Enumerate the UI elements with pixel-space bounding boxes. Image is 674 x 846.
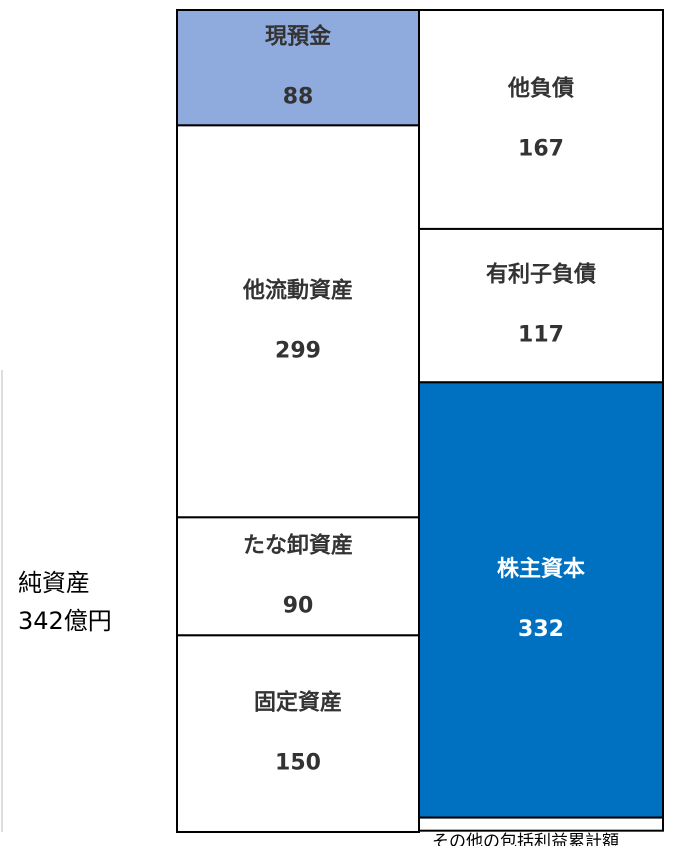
segment-label: 現預金 — [265, 24, 332, 50]
segment-label: 有利子負債 — [486, 262, 596, 288]
segment-label: 固定資産 — [254, 690, 342, 716]
annotation: 342億円 — [18, 607, 112, 635]
segment — [418, 227, 664, 384]
value-label: 88 — [283, 85, 314, 110]
segment-label: たな卸資産 — [243, 532, 353, 558]
segment — [176, 124, 420, 519]
value-label: 90 — [283, 593, 314, 618]
value-label: 117 — [518, 323, 564, 348]
segment — [418, 816, 664, 832]
value-label: 167 — [518, 136, 564, 161]
segment-label: 他流動資産 — [242, 277, 353, 303]
segment — [176, 516, 420, 637]
annotation: 純資産 — [18, 569, 90, 597]
segment-label: 株主資本 — [497, 556, 585, 582]
segment-label: 他負債 — [507, 75, 574, 101]
segment — [418, 9, 664, 230]
segment — [176, 634, 420, 834]
segment-label: その他の包括利益累計額 — [432, 832, 619, 846]
value-label: 299 — [275, 338, 321, 363]
segment — [418, 381, 664, 819]
value-label: 150 — [275, 751, 321, 776]
value-label: 332 — [518, 617, 564, 642]
